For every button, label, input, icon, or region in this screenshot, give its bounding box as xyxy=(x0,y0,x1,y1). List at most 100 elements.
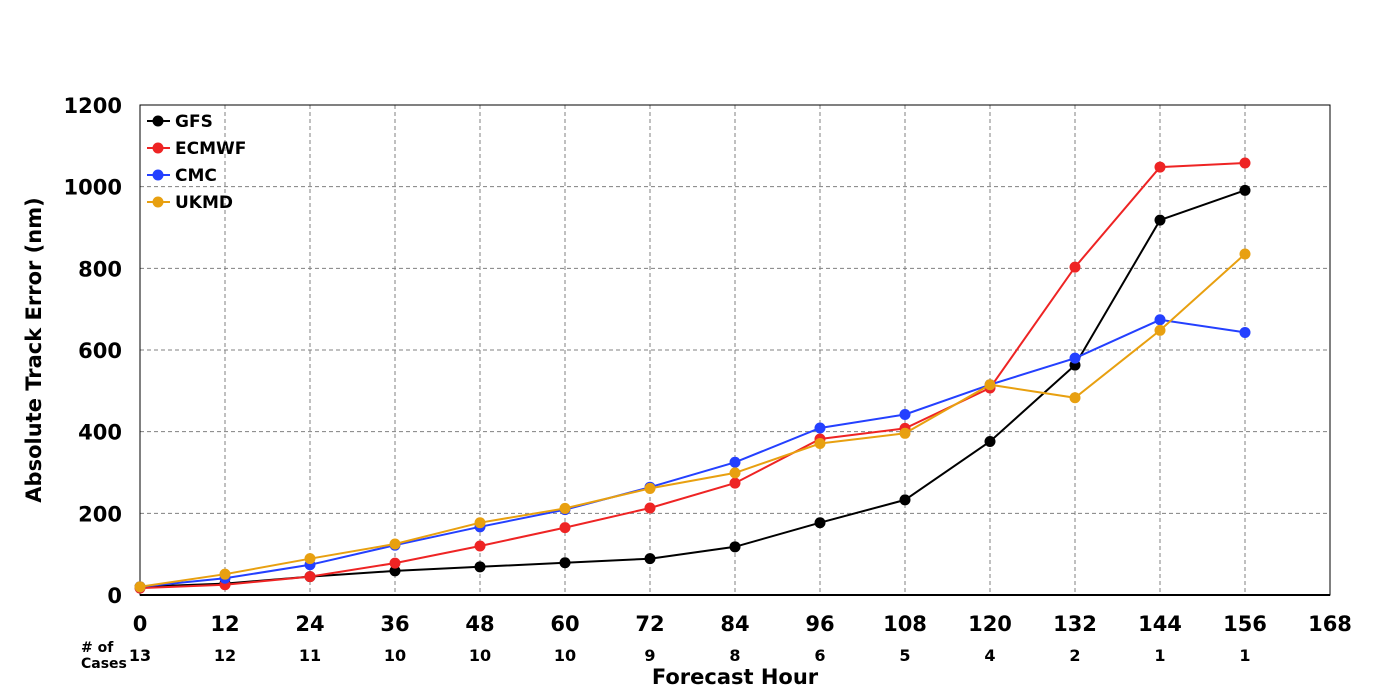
data-point-ecmwf xyxy=(644,502,656,514)
x-tick-label: 108 xyxy=(883,612,927,636)
x-tick-label: 36 xyxy=(380,612,409,636)
data-point-ukmd xyxy=(984,379,996,391)
data-point-ukmd xyxy=(1239,248,1251,260)
data-point-ecmwf xyxy=(1154,161,1166,173)
data-point-ukmd xyxy=(304,553,316,565)
case-count: 1 xyxy=(1154,646,1165,665)
data-point-gfs xyxy=(644,553,656,565)
data-point-ukmd xyxy=(474,517,486,529)
cases-label-line-2: Cases xyxy=(81,656,127,672)
data-point-cmc xyxy=(1069,352,1081,364)
data-point-ukmd xyxy=(899,427,911,439)
y-tick-labels: 0 200 400 600 800 1000 1200 xyxy=(64,94,122,608)
case-count: 13 xyxy=(129,646,151,665)
data-point-ukmd xyxy=(389,538,401,550)
data-point-ukmd xyxy=(219,568,231,580)
data-point-ecmwf xyxy=(559,522,571,534)
series-group xyxy=(134,157,1251,594)
case-count: 10 xyxy=(384,646,406,665)
legend-item-gfs: GFS xyxy=(147,112,213,132)
series-line-ecmwf xyxy=(139,162,1246,590)
legend-item-ukmd: UKMD xyxy=(147,193,233,213)
data-point-ecmwf xyxy=(474,540,486,552)
data-point-ukmd xyxy=(644,482,656,494)
x-tick-label: 84 xyxy=(720,612,749,636)
case-count: 5 xyxy=(899,646,910,665)
x-tick-label: 156 xyxy=(1223,612,1267,636)
x-tick-label: 60 xyxy=(550,612,579,636)
data-point-ukmd xyxy=(1069,392,1081,404)
x-tick-label: 132 xyxy=(1053,612,1097,636)
grid xyxy=(140,105,1330,595)
data-point-ukmd xyxy=(559,502,571,514)
data-point-cmc xyxy=(1239,326,1251,338)
x-tick-label: 120 xyxy=(968,612,1012,636)
y-tick-label: 200 xyxy=(78,502,122,526)
series-line-gfs xyxy=(139,189,1246,588)
data-point-ecmwf xyxy=(1069,261,1081,273)
legend-label-cmc: CMC xyxy=(175,166,217,186)
legend-marker-gfs xyxy=(152,115,164,127)
data-point-gfs xyxy=(984,435,996,447)
x-tick-label: 24 xyxy=(295,612,324,636)
data-point-ecmwf xyxy=(304,571,316,583)
case-count: 6 xyxy=(814,646,825,665)
case-count: 12 xyxy=(214,646,236,665)
data-point-ecmwf xyxy=(389,557,401,569)
y-tick-label: 800 xyxy=(78,257,122,281)
data-point-gfs xyxy=(1239,184,1251,196)
legend-marker-ukmd xyxy=(152,196,164,208)
data-point-gfs xyxy=(899,494,911,506)
x-tick-label: 72 xyxy=(635,612,664,636)
y-tick-label: 1000 xyxy=(64,176,122,200)
case-count: 8 xyxy=(729,646,740,665)
series-ukmd xyxy=(134,248,1251,593)
y-tick-label: 1200 xyxy=(64,94,122,118)
legend-item-ecmwf: ECMWF xyxy=(147,139,246,159)
case-count: 10 xyxy=(469,646,491,665)
data-point-ukmd xyxy=(134,581,146,593)
x-tick-label: 168 xyxy=(1308,612,1352,636)
data-point-gfs xyxy=(1154,214,1166,226)
y-axis-title: Absolute Track Error (nm) xyxy=(22,197,46,502)
x-tick-label: 0 xyxy=(133,612,148,636)
legend-marker-ecmwf xyxy=(152,142,164,154)
series-line-cmc xyxy=(139,318,1246,588)
cases-label-line-1: # of xyxy=(81,640,114,656)
data-point-cmc xyxy=(899,409,911,421)
y-tick-label: 400 xyxy=(78,421,122,445)
x-tick-labels: 0 12 24 36 48 60 72 84 96 108 120 132 144 156 168 xyxy=(133,612,1352,636)
x-tick-label: 48 xyxy=(465,612,494,636)
x-tick-label: 96 xyxy=(805,612,834,636)
legend-label-ukmd: UKMD xyxy=(175,193,233,213)
data-point-ecmwf xyxy=(729,477,741,489)
case-count: 4 xyxy=(984,646,995,665)
data-point-cmc xyxy=(814,422,826,434)
series-gfs xyxy=(134,184,1251,593)
x-tick-label: 144 xyxy=(1138,612,1182,636)
y-tick-label: 0 xyxy=(107,584,122,608)
case-count: 11 xyxy=(299,646,321,665)
data-point-gfs xyxy=(389,565,401,577)
data-point-gfs xyxy=(559,557,571,569)
data-point-gfs xyxy=(814,517,826,529)
x-tick-label: 12 xyxy=(210,612,239,636)
series-cmc xyxy=(134,314,1251,593)
data-point-cmc xyxy=(729,456,741,468)
cases-row: # of Cases 13 12 11 10 10 10 9 8 6 5 4 2 1 1 xyxy=(81,640,1251,672)
legend-label-ecmwf: ECMWF xyxy=(175,139,246,159)
data-point-ukmd xyxy=(814,438,826,450)
data-point-cmc xyxy=(1154,314,1166,326)
x-axis-title: Forecast Hour xyxy=(652,665,819,689)
case-count: 10 xyxy=(554,646,576,665)
case-count: 2 xyxy=(1069,646,1080,665)
series-ecmwf xyxy=(134,157,1251,594)
legend: GFS ECMWF CMC UKMD xyxy=(147,112,246,213)
case-count: 1 xyxy=(1239,646,1250,665)
legend-marker-cmc xyxy=(152,169,164,181)
series-line-ukmd xyxy=(139,253,1246,588)
y-tick-label: 600 xyxy=(78,339,122,363)
case-count: 9 xyxy=(644,646,655,665)
data-point-gfs xyxy=(729,541,741,553)
data-point-ukmd xyxy=(729,467,741,479)
